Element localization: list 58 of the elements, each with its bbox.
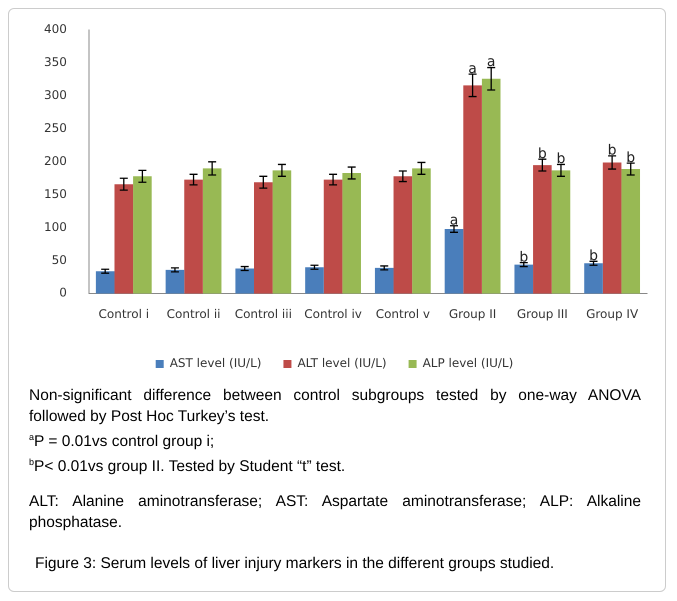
annotation: b bbox=[608, 142, 617, 159]
bar bbox=[602, 162, 622, 294]
legend-label: ALT level (IU/L) bbox=[297, 356, 387, 370]
bar bbox=[552, 170, 570, 294]
bar bbox=[254, 182, 273, 294]
bar bbox=[342, 173, 361, 294]
y-tick-label: 50 bbox=[52, 252, 67, 267]
annotation: b bbox=[519, 249, 528, 266]
bar bbox=[482, 78, 500, 294]
x-tick-label: Control ii bbox=[166, 306, 220, 321]
x-tick-label: Group III bbox=[516, 306, 568, 321]
text: Figure 3: Serum levels of liver injury markers in the different groups studied. bbox=[35, 555, 556, 573]
y-tick-label: 250 bbox=[44, 120, 67, 135]
y-tick-label: 300 bbox=[44, 88, 67, 102]
bar bbox=[133, 176, 152, 294]
y-tick-label: 150 bbox=[44, 186, 67, 201]
x-tick-label: Group II bbox=[448, 306, 496, 321]
bar bbox=[166, 270, 184, 294]
annotation: a bbox=[450, 212, 458, 228]
bar bbox=[272, 170, 292, 294]
bar bbox=[463, 85, 482, 294]
y-tick-label: 350 bbox=[44, 55, 67, 70]
y-tick-label: 400 bbox=[44, 22, 67, 36]
legend-label: ALP level (IU/L) bbox=[422, 356, 514, 370]
bar bbox=[324, 180, 342, 294]
annotation: a bbox=[468, 60, 477, 77]
y-tick-label: 200 bbox=[44, 154, 67, 168]
bar bbox=[374, 268, 394, 294]
bar bbox=[394, 176, 412, 294]
text: Non-significant difference between control subgroups tested by one-way ANOVA followed by Post Hoc Turkey’s test. bbox=[29, 386, 641, 427]
bar bbox=[533, 165, 552, 294]
x-tick-label: Control iv bbox=[304, 306, 362, 321]
bar bbox=[514, 264, 534, 294]
bar bbox=[235, 268, 254, 294]
text: ALT: Alanine aminotransferase; AST: Aspartate aminotransferase; ALP: Alkaline phosphatase. bbox=[29, 492, 641, 534]
text: $^{a}$P = 0.01vs control group i; bbox=[29, 431, 216, 452]
y-tick-label: 0 bbox=[59, 286, 67, 300]
legend-label: AST level (IU/L) bbox=[170, 356, 262, 370]
x-tick-label: Control i bbox=[98, 306, 150, 321]
bar bbox=[202, 168, 222, 294]
y-tick-label: 100 bbox=[44, 220, 67, 234]
annotation: b bbox=[538, 146, 547, 162]
bar bbox=[444, 229, 464, 294]
x-tick-label: Control iii bbox=[234, 306, 292, 321]
x-tick-label: Group IV bbox=[586, 306, 639, 321]
annotation: b bbox=[589, 248, 598, 264]
x-tick-label: Control v bbox=[376, 306, 430, 321]
annotation: b bbox=[626, 150, 636, 166]
annotation: a bbox=[486, 54, 496, 70]
bar bbox=[114, 184, 134, 294]
bar bbox=[184, 180, 203, 294]
bar bbox=[621, 169, 640, 294]
text: $^{b}$P< 0.01vs group II. Tested by Student “t” test. bbox=[29, 456, 346, 478]
bar bbox=[96, 271, 114, 294]
bar bbox=[305, 267, 324, 294]
annotation: b bbox=[556, 151, 566, 168]
bar bbox=[412, 168, 431, 294]
bar bbox=[584, 263, 603, 294]
